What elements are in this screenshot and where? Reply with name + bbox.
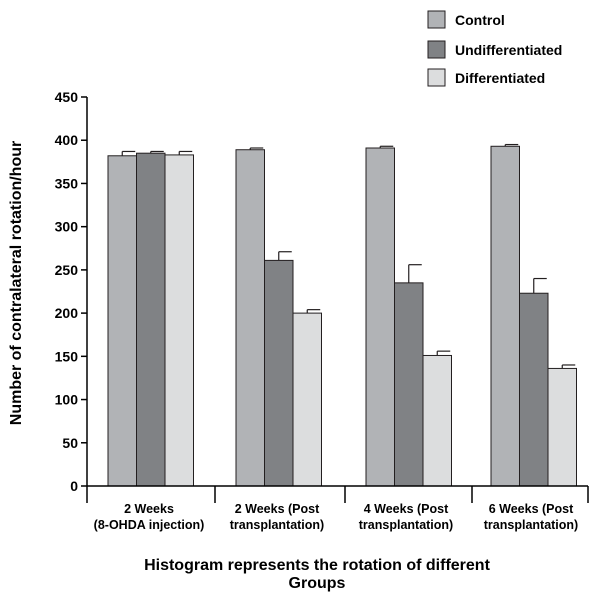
category-label-0-0: 2 Weeks — [124, 502, 174, 516]
legend-swatch-undifferentiated — [427, 40, 446, 59]
axes-group — [81, 96, 589, 503]
legend-swatch-control — [427, 10, 446, 29]
y-tick-label-250: 250 — [55, 262, 79, 278]
bar-control-3 — [490, 145, 520, 487]
bar-control-1 — [235, 149, 265, 487]
error-bars-group — [121, 143, 576, 369]
y-tick-label-350: 350 — [55, 175, 79, 191]
legend-label-undifferentiated: Undifferentiated — [455, 42, 562, 58]
y-tick-label-300: 300 — [55, 219, 79, 235]
y-tick-label-150: 150 — [55, 348, 79, 364]
y-tick-label-450: 450 — [55, 89, 79, 105]
bar-control-0 — [107, 155, 137, 487]
legend-label-control: Control — [455, 12, 505, 28]
y-axis-title: Number of contralateral rotation/hour — [8, 141, 25, 425]
bars-group — [107, 145, 577, 487]
category-label-0-1: (8-OHDA injection) — [94, 518, 205, 532]
category-label-3-1: transplantation) — [484, 518, 578, 532]
bar-undifferentiated-3 — [519, 292, 549, 487]
x-axis-title-line-1: Groups — [289, 575, 346, 592]
bar-undifferentiated-0 — [136, 152, 166, 487]
bar-differentiated-2 — [422, 354, 452, 487]
legend: Control Undifferentiated Differentiated — [427, 10, 562, 87]
bar-undifferentiated-1 — [264, 259, 294, 487]
labels-group: 0 50 100 150 200 250 300 350 400 450 2 Weeks (8-OHD… — [8, 89, 578, 592]
bar-differentiated-3 — [547, 367, 577, 487]
y-tick-label-100: 100 — [55, 392, 79, 408]
category-label-3-0: 6 Weeks (Post — [489, 502, 574, 516]
y-tick-label-50: 50 — [62, 435, 78, 451]
bar-undifferentiated-2 — [394, 282, 424, 487]
category-label-1-1: transplantation) — [230, 518, 324, 532]
bar-control-2 — [365, 147, 395, 487]
legend-label-differentiated: Differentiated — [455, 70, 545, 86]
y-tick-label-0: 0 — [70, 478, 78, 494]
legend-swatch-differentiated — [427, 68, 446, 87]
bar-differentiated-1 — [292, 312, 322, 487]
category-label-2-1: transplantation) — [359, 518, 453, 532]
x-axis-title-line-0: Histogram represents the rotation of dif… — [144, 557, 490, 574]
category-label-1-0: 2 Weeks (Post — [235, 502, 320, 516]
y-tick-label-400: 400 — [55, 132, 79, 148]
y-tick-label-200: 200 — [55, 305, 79, 321]
bar-differentiated-0 — [164, 154, 194, 487]
category-label-2-0: 4 Weeks (Post — [364, 502, 449, 516]
